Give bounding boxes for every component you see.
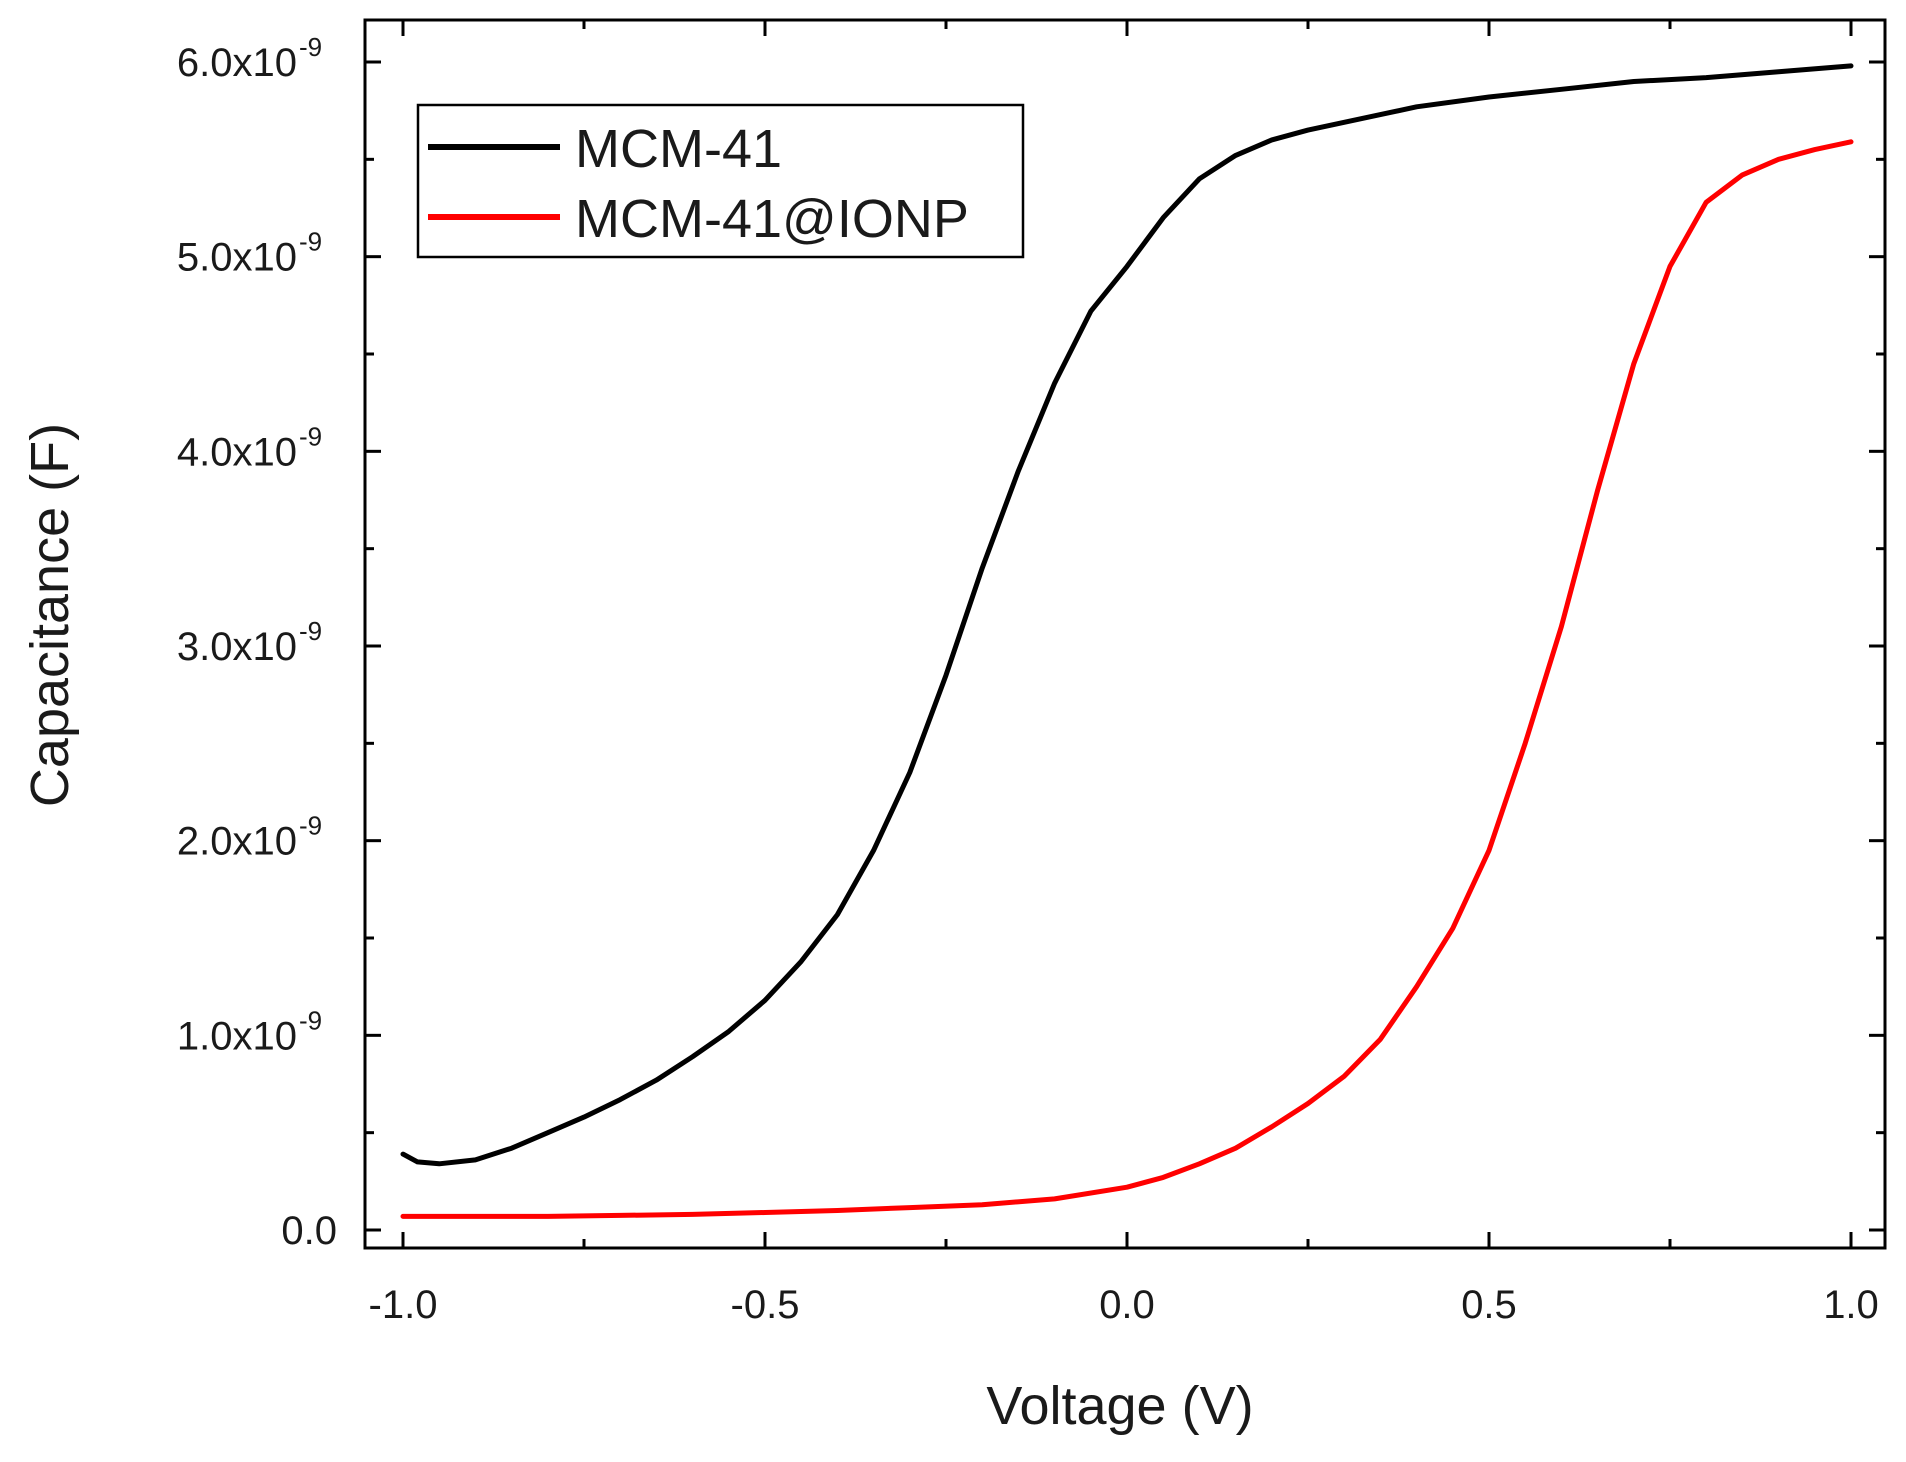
legend: MCM-41 MCM-41@IONP	[416, 103, 1025, 259]
axes: -1.0 -0.5 0.0 0.5 1.00.01.0x10 -92.0x10 -93.0x…	[177, 18, 1887, 1327]
x-tick-label: 0.0	[1099, 1283, 1155, 1327]
x-tick-label: -0.5	[731, 1283, 800, 1327]
y-tick-exponent: -9	[299, 32, 322, 62]
x-tick-label: 1.0	[1823, 1283, 1879, 1327]
series-line-1	[400, 63, 1854, 1167]
y-tick-label: 3.0x10	[177, 625, 297, 669]
y-tick-label: 1.0x10	[177, 1014, 297, 1058]
y-tick-label: 5.0x10	[177, 236, 297, 280]
legend-label: MCM-41@IONP	[575, 189, 969, 249]
x-tick-label: 0.5	[1461, 1283, 1517, 1327]
y-tick-exponent: -9	[299, 616, 322, 646]
y-tick-exponent: -9	[299, 421, 322, 451]
series-lines	[400, 63, 1854, 1219]
y-tick-exponent: -9	[299, 1005, 322, 1035]
y-tick-exponent: -9	[299, 227, 322, 257]
y-tick-label: 2.0x10	[177, 820, 297, 864]
y-tick-label: 6.0x10	[177, 41, 297, 85]
y-axis-title: Capacitance (F)	[20, 423, 80, 807]
x-tick-label: -1.0	[369, 1283, 438, 1327]
series-line-2	[400, 139, 1854, 1219]
legend-label: MCM-41	[575, 119, 782, 179]
x-axis-title: Voltage (V)	[986, 1376, 1253, 1436]
y-tick-label: 0.0	[281, 1209, 337, 1253]
y-tick-exponent: -9	[299, 811, 322, 841]
y-tick-label: 4.0x10	[177, 430, 297, 474]
plot-frame	[363, 18, 1887, 1250]
legend-box	[416, 103, 1025, 259]
